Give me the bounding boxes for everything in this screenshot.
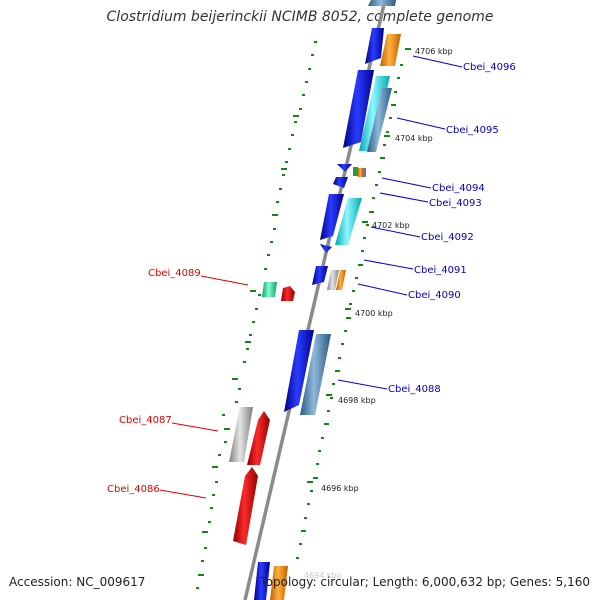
- kbp-label: 4704 kbp: [395, 134, 433, 143]
- forward-features[interactable]: 4694 kbp: [254, 0, 401, 600]
- gene-arrow[interactable]: [368, 0, 396, 6]
- gene-arrow-cbei-4096[interactable]: [365, 28, 384, 64]
- gene-label-cbei-4088[interactable]: Cbei_4088: [388, 384, 441, 395]
- forward-tick-track: [296, 64, 403, 559]
- gene-arrow[interactable]: [254, 562, 270, 600]
- accession-label: Accession: NC_009617: [9, 575, 146, 589]
- kbp-labels: 4706 kbp 4704 kbp 4702 kbp 4700 kbp 4698…: [307, 47, 453, 493]
- gene-label-cbei-4091[interactable]: Cbei_4091: [414, 265, 467, 276]
- map-title: Clostridium beijerinckii NCIMB 8052, com…: [106, 9, 494, 25]
- kbp-label: 4702 kbp: [372, 221, 410, 230]
- gene-arrow[interactable]: [363, 168, 366, 177]
- partial-kbp-label: 4694 kbp: [304, 571, 342, 580]
- genome-summary: Topology: circular; Length: 6,000,632 bp…: [260, 575, 590, 589]
- reverse-features[interactable]: [229, 282, 295, 545]
- gene-arrow[interactable]: [327, 270, 339, 290]
- kbp-label: 4706 kbp: [415, 47, 453, 56]
- gene-arrow-cbei-4095[interactable]: [343, 70, 374, 148]
- gene-labels[interactable]: Cbei_4096 Cbei_4095 Cbei_4094 Cbei_4093 …: [107, 62, 516, 495]
- gene-arrow[interactable]: [335, 198, 362, 245]
- gene-arrow[interactable]: [353, 167, 358, 176]
- gene-label-cbei-4089[interactable]: Cbei_4089: [148, 268, 201, 279]
- gene-label-cbei-4096[interactable]: Cbei_4096: [463, 62, 516, 73]
- kbp-label: 4698 kbp: [338, 396, 376, 405]
- gene-arrow[interactable]: [358, 168, 363, 177]
- gene-label-cbei-4094[interactable]: Cbei_4094: [432, 183, 485, 194]
- gene-arrow-cbei-4091[interactable]: [320, 244, 332, 253]
- gene-arrow[interactable]: [336, 270, 346, 290]
- reverse-tick-track: [196, 41, 317, 589]
- gene-arrow[interactable]: [367, 88, 392, 152]
- gene-arrow[interactable]: [380, 34, 401, 66]
- gene-label-cbei-4092[interactable]: Cbei_4092: [421, 232, 474, 243]
- gene-label-cbei-4095[interactable]: Cbei_4095: [446, 125, 499, 136]
- gene-arrow[interactable]: [300, 334, 331, 415]
- gene-arrow-cbei-4092[interactable]: [320, 194, 344, 240]
- gene-label-cbei-4086[interactable]: Cbei_4086: [107, 484, 160, 495]
- gene-arrow-cbei-4090[interactable]: [312, 266, 328, 285]
- gene-label-cbei-4093[interactable]: Cbei_4093: [429, 198, 482, 209]
- kbp-label: 4700 kbp: [355, 309, 393, 318]
- gene-label-cbei-4087[interactable]: Cbei_4087: [119, 415, 172, 426]
- gene-arrow-cbei-4087[interactable]: [247, 411, 270, 465]
- kbp-label: 4696 kbp: [321, 484, 359, 493]
- gene-arrow-cbei-4089[interactable]: [262, 282, 277, 297]
- callout-lines: [159, 55, 463, 499]
- gene-arrow-cbei-4093[interactable]: [333, 177, 348, 188]
- gene-arrow[interactable]: [281, 286, 295, 301]
- gene-label-cbei-4090[interactable]: Cbei_4090: [408, 290, 461, 301]
- gene-arrow[interactable]: [270, 566, 288, 600]
- gene-arrow-cbei-4086[interactable]: [233, 467, 258, 545]
- gene-arrow[interactable]: [229, 407, 253, 462]
- gene-arrow-cbei-4088[interactable]: [284, 330, 314, 412]
- gene-arrow-cbei-4094[interactable]: [337, 164, 352, 172]
